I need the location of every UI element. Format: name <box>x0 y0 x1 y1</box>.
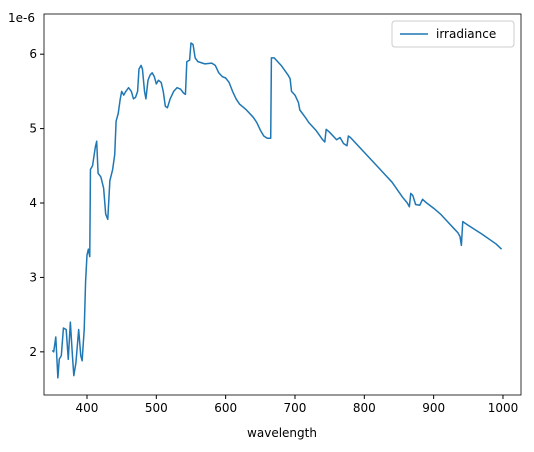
x-tick-label: 800 <box>353 401 376 415</box>
legend-label: irradiance <box>436 27 496 41</box>
legend-box <box>391 20 515 48</box>
x-tick-label: 500 <box>145 401 168 415</box>
y-tick-label: 6 <box>29 47 37 61</box>
x-tick-label: 400 <box>76 401 99 415</box>
y-tick-label: 5 <box>29 122 37 136</box>
x-tick-label: 1000 <box>488 401 519 415</box>
x-tick-label: 900 <box>422 401 445 415</box>
y-offset-text: 1e-6 <box>8 11 35 25</box>
data-line <box>51 42 503 379</box>
y-tick-label: 4 <box>29 196 37 210</box>
x-tick-label: 600 <box>214 401 237 415</box>
x-tick-label: 700 <box>284 401 307 415</box>
y-tick-label: 2 <box>29 345 37 359</box>
axes-frame <box>43 13 522 396</box>
x-axis-label: wavelength <box>247 426 317 440</box>
y-tick-label: 3 <box>29 270 37 284</box>
